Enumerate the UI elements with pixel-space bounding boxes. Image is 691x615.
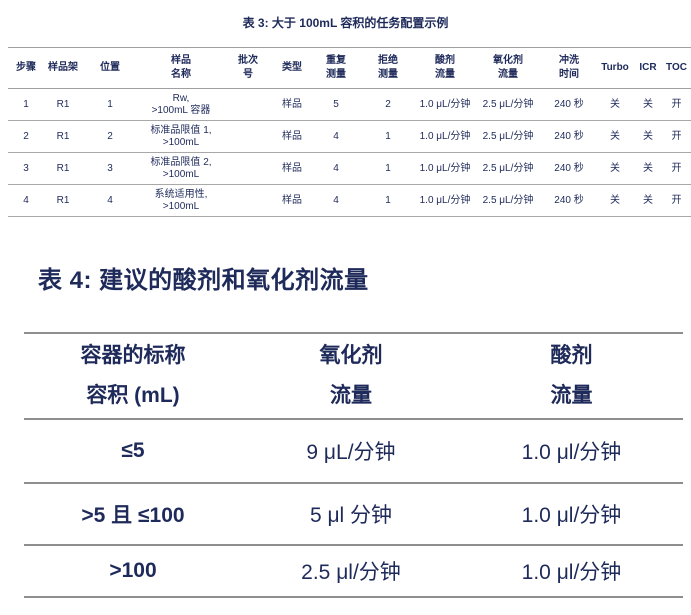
table-cell: 4 <box>82 184 138 217</box>
task-config-table-body: 1 R1 1 Rw, >100mL 容器 样品 5 2 1.0 μL/分钟 2.5 μL/分钟 2… <box>8 88 691 217</box>
table-cell: 2.5 μL/分钟 <box>474 184 542 217</box>
table-cell: 标准品限值 2, >100mL <box>138 152 224 185</box>
table-cell: 2.5 μL/分钟 <box>474 120 542 153</box>
header-cell: 酸剂 流量 <box>460 332 683 420</box>
table-cell: 1.0 μL/分钟 <box>416 152 474 185</box>
table-cell: 开 <box>662 152 691 185</box>
table3-caption: 表 3: 大于 100mL 容积的任务配置示例 <box>242 16 449 30</box>
table-row: 4 R1 4 系统适用性, >100mL 样品 4 1 1.0 μL/分钟 2.5 μL/分钟 2… <box>8 184 691 217</box>
table-cell: 开 <box>662 184 691 217</box>
table-row: ≤5 9 μL/分钟 1.0 μl/分钟 <box>24 419 683 484</box>
table-cell: 关 <box>596 184 634 217</box>
table-cell: 4 <box>312 120 360 153</box>
header-cell: 类型 <box>272 47 312 89</box>
header-cell: 容器的标称 容积 (mL) <box>24 332 242 420</box>
task-config-table: 步骤 样品架 位置 样品 名称 批次 号类型 重复 测量 拒绝 测量 酸剂 流量 氧化剂 流量冲… <box>8 47 691 217</box>
header-cell: 位置 <box>82 47 138 89</box>
table-cell: 1.0 μL/分钟 <box>416 88 474 121</box>
table-row: 1 R1 1 Rw, >100mL 容器 样品 5 2 1.0 μL/分钟 2.5 μL/分钟 2… <box>8 88 691 121</box>
table-cell: 4 <box>312 184 360 217</box>
table-cell: 关 <box>634 152 662 185</box>
table-cell: 1 <box>360 152 416 185</box>
header-cell: 酸剂 流量 <box>416 47 474 89</box>
table-cell: 1.0 μL/分钟 <box>416 120 474 153</box>
table4-caption: 表 4: 建议的酸剂和氧化剂流量 <box>38 267 369 294</box>
table-cell <box>224 152 272 185</box>
table-cell: 关 <box>596 120 634 153</box>
header-cell: TOC <box>662 47 691 89</box>
table-cell: 240 秒 <box>542 152 596 185</box>
table-row: 3 R1 3 标准品限值 2, >100mL 样品 4 1 1.0 μL/分钟 2.5 μL/分… <box>8 152 691 185</box>
table-cell: 1.0 μl/分钟 <box>460 483 683 546</box>
header-cell: Turbo <box>596 47 634 89</box>
table-cell: 样品 <box>272 184 312 217</box>
header-cell: 氧化剂 流量 <box>474 47 542 89</box>
table-cell: 样品 <box>272 120 312 153</box>
header-cell: 冲洗 时间 <box>542 47 596 89</box>
table-cell: 1 <box>360 184 416 217</box>
table-cell <box>224 88 272 121</box>
table-cell: 开 <box>662 88 691 121</box>
table-cell: 系统适用性, >100mL <box>138 184 224 217</box>
table-cell: >100 <box>24 545 242 598</box>
table-cell: R1 <box>44 120 82 153</box>
table-cell: 1.0 μl/分钟 <box>460 545 683 598</box>
header-cell: 重复 测量 <box>312 47 360 89</box>
table-row: >5 且 ≤100 5 μl 分钟 1.0 μl/分钟 <box>24 483 683 546</box>
header-cell: 拒绝 测量 <box>360 47 416 89</box>
table-cell: 2.5 μL/分钟 <box>474 88 542 121</box>
table-cell: 关 <box>596 88 634 121</box>
table-cell: R1 <box>44 152 82 185</box>
header-cell: 批次 号 <box>224 47 272 89</box>
header-cell: 样品 名称 <box>138 47 224 89</box>
table-cell: 5 μl 分钟 <box>242 483 460 546</box>
table-cell: 2 <box>360 88 416 121</box>
table-cell: 1 <box>8 88 44 121</box>
table-cell: ≤5 <box>24 419 242 484</box>
table-cell: 3 <box>82 152 138 185</box>
table-cell: 关 <box>634 120 662 153</box>
table-cell: 3 <box>8 152 44 185</box>
table-cell: R1 <box>44 184 82 217</box>
header-cell: 样品架 <box>44 47 82 89</box>
header-cell: ICR <box>634 47 662 89</box>
table-cell: 5 <box>312 88 360 121</box>
table-cell: Rw, >100mL 容器 <box>138 88 224 121</box>
table-cell: R1 <box>44 88 82 121</box>
table-cell: 样品 <box>272 152 312 185</box>
table-cell: 4 <box>312 152 360 185</box>
flow-rate-table-body: ≤5 9 μL/分钟 1.0 μl/分钟 >5 且 ≤100 5 μl 分钟 1.0 μl… <box>24 419 683 598</box>
table-cell: 1 <box>82 88 138 121</box>
header-cell: 氧化剂 流量 <box>242 332 460 420</box>
table-cell: 1.0 μL/分钟 <box>416 184 474 217</box>
flow-rate-table: 容器的标称 容积 (mL) 氧化剂 流量 酸剂 流量 ≤5 9 μL/分钟 1.0 μl… <box>24 332 683 598</box>
table-cell: 240 秒 <box>542 88 596 121</box>
table-cell: 1 <box>360 120 416 153</box>
table-cell: 1.0 μl/分钟 <box>460 419 683 484</box>
table-cell: 关 <box>634 184 662 217</box>
table-cell: 2.5 μL/分钟 <box>474 152 542 185</box>
table-row: >100 2.5 μl/分钟 1.0 μl/分钟 <box>24 545 683 598</box>
flow-rate-header-row: 容器的标称 容积 (mL) 氧化剂 流量 酸剂 流量 <box>24 332 683 420</box>
table-cell <box>224 120 272 153</box>
table-cell: 240 秒 <box>542 184 596 217</box>
table-cell: 240 秒 <box>542 120 596 153</box>
table-cell: 标准品限值 1, >100mL <box>138 120 224 153</box>
table-cell: 关 <box>596 152 634 185</box>
table-cell: 开 <box>662 120 691 153</box>
table-cell <box>224 184 272 217</box>
table-cell: 样品 <box>272 88 312 121</box>
table-row: 2 R1 2 标准品限值 1, >100mL 样品 4 1 1.0 μL/分钟 2.5 μL/分… <box>8 120 691 153</box>
table-cell: 关 <box>634 88 662 121</box>
table-cell: >5 且 ≤100 <box>24 483 242 546</box>
table-cell: 2 <box>82 120 138 153</box>
table-cell: 2 <box>8 120 44 153</box>
table-cell: 9 μL/分钟 <box>242 419 460 484</box>
header-cell: 步骤 <box>8 47 44 89</box>
table-cell: 2.5 μl/分钟 <box>242 545 460 598</box>
table-cell: 4 <box>8 184 44 217</box>
task-config-header-row: 步骤 样品架 位置 样品 名称 批次 号类型 重复 测量 拒绝 测量 酸剂 流量 氧化剂 流量冲… <box>8 47 691 89</box>
